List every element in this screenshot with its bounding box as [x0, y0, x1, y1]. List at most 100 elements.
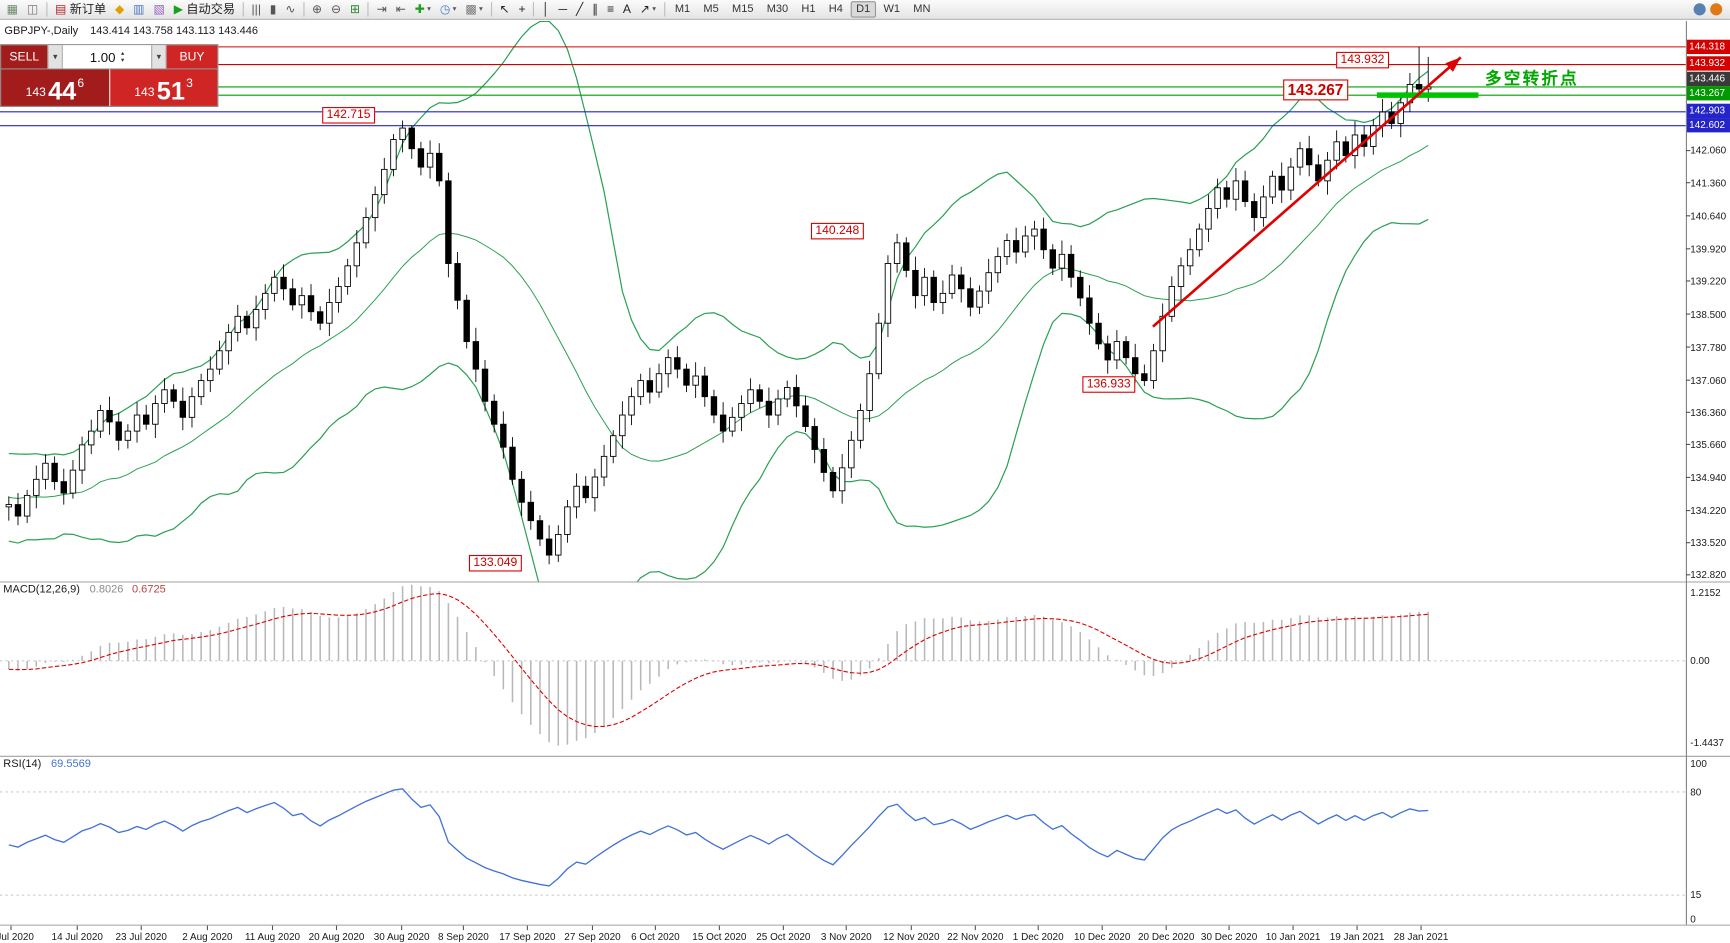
buy-button[interactable]: BUY — [166, 45, 218, 69]
text-tool-icon-glyph: A — [622, 2, 632, 16]
auto-scroll-icon-glyph: ⇥ — [376, 2, 387, 16]
navigator-icon[interactable]: ▧ — [150, 1, 168, 19]
price-annotation-label[interactable]: 133.049 — [468, 554, 522, 572]
toolbar-right-icons — [1693, 3, 1728, 16]
zoom-in-icon[interactable]: ⊕ — [309, 1, 326, 19]
price-annotation-label[interactable]: 143.267 — [1283, 79, 1348, 101]
cursor-icon[interactable]: ↖ — [496, 1, 513, 19]
rsi-layer — [0, 788, 1686, 896]
vertical-line-icon[interactable]: │ — [539, 1, 553, 19]
buy-price-point: 3 — [186, 77, 193, 91]
timeframe-button-m1[interactable]: M1 — [674, 3, 691, 16]
new-chart-icon[interactable]: ▦ — [3, 1, 21, 19]
macd-main-value: 0.8026 — [89, 583, 124, 596]
rsi-scale-label: 15 — [1690, 889, 1702, 901]
arrows-tool-icon[interactable]: ↗ ▾ — [637, 1, 660, 19]
timeframe-button-m15[interactable]: M15 — [732, 3, 754, 16]
price-annotation-label[interactable]: 140.248 — [810, 222, 864, 240]
price-axis-label: 134.940 — [1690, 471, 1727, 483]
community-icon[interactable] — [1693, 3, 1706, 16]
price-axis-label: 136.360 — [1690, 406, 1727, 418]
horizontal-line-icon[interactable]: ─ — [555, 1, 570, 19]
timeframe-button-m5[interactable]: M5 — [703, 3, 719, 16]
zoom-in-icon-glyph: ⊕ — [312, 2, 323, 16]
sell-price-pips: 44 — [48, 76, 77, 105]
periods-glyph: ◷ — [439, 2, 451, 16]
timeframe-button-mn[interactable]: MN — [913, 3, 931, 16]
alert-icon[interactable] — [1710, 3, 1723, 16]
date-axis-label: 1 Jul 2020 — [0, 931, 34, 943]
date-axis-label: 19 Jan 2021 — [1329, 931, 1385, 943]
timeframe-button-w1[interactable]: W1 — [883, 3, 901, 16]
periods-button[interactable]: ◷ ▾ — [437, 1, 460, 19]
crosshair-icon[interactable]: + — [515, 1, 529, 19]
volume-down-button[interactable]: ▾ — [121, 56, 125, 64]
volume-up-button[interactable]: ▴ — [121, 50, 125, 57]
macd-scale-label: 1.2152 — [1690, 586, 1721, 598]
sell-price-button[interactable]: 143 44 6 — [1, 69, 110, 106]
buy-options-dropdown[interactable]: ▾ — [151, 45, 167, 69]
market-watch-icon[interactable]: ▥ — [130, 1, 148, 19]
rsi-scale-label: 80 — [1690, 786, 1702, 798]
text-tool-icon[interactable]: A — [620, 1, 635, 19]
new-order-button[interactable]: ▤ 新订单 — [52, 1, 110, 19]
line-chart-icon[interactable]: ∿ — [282, 1, 299, 19]
price-annotation-label[interactable]: 136.933 — [1082, 376, 1136, 393]
zoom-out-icon[interactable]: ⊖ — [328, 1, 345, 19]
autotrading-button[interactable]: ▶ 自动交易 — [170, 1, 238, 19]
macd-layer — [0, 584, 1686, 746]
indicators-button[interactable]: ✚ ▾ — [411, 1, 434, 19]
arrows-tool-icon-glyph: ↗ — [639, 2, 651, 16]
one-click-trading-panel: SELL ▾ 1.00 ▴ ▾ ▾ BUY 143 44 6 143 51 3 — [0, 44, 219, 108]
metaeditor-icon[interactable]: ◆ — [112, 1, 128, 19]
date-axis-label: 30 Aug 2020 — [373, 931, 430, 943]
volume-input[interactable]: 1.00 ▴ ▾ — [62, 45, 152, 69]
bollinger-bands — [8, 20, 1429, 582]
price-axis-label: 134.220 — [1690, 505, 1727, 517]
price-axis-label: 138.500 — [1690, 308, 1727, 320]
tile-windows-icon[interactable]: ⊞ — [347, 1, 364, 19]
sell-options-dropdown[interactable]: ▾ — [47, 45, 63, 69]
buy-price-button[interactable]: 143 51 3 — [109, 69, 218, 106]
main-toolbar: ▦ ◫ ▤ 新订单 ◆ ▥ ▧ ▶ 自动交易 ||| ▮ ∿ ⊕ ⊖ ⊞ ⇥ ⇤ ✚ ▾ ◷ ▾ ▩ ▾ ↖ + │ ─ ╱ ∥ ≡ A ↗ ▾… — [0, 0, 1730, 20]
toolbar-separator — [663, 2, 665, 17]
auto-scroll-icon[interactable]: ⇥ — [373, 1, 390, 19]
templates-button[interactable]: ▩ ▾ — [462, 1, 486, 19]
price-axis-label: 135.660 — [1690, 438, 1727, 450]
date-axis-label: 14 Jul 2020 — [51, 931, 103, 943]
new-order-glyph: ▤ — [54, 2, 67, 16]
timeframe-button-h4[interactable]: H4 — [828, 3, 843, 16]
price-level-badge: 144.318 — [1686, 39, 1730, 55]
cursor-icon-glyph: ↖ — [499, 2, 510, 16]
price-axis-label: 139.220 — [1690, 275, 1727, 287]
channel-icon[interactable]: ∥ — [589, 1, 602, 19]
vertical-line-icon-glyph: │ — [542, 2, 550, 16]
trendline-icon[interactable]: ╱ — [573, 1, 587, 19]
trend-annotation-text[interactable]: 多空转折点 — [1485, 69, 1579, 89]
fibonacci-icon[interactable]: ≡ — [604, 1, 618, 19]
price-axis-label: 141.360 — [1690, 177, 1727, 189]
price-annotation-label[interactable]: 142.715 — [322, 107, 375, 124]
macd-indicator-title: MACD(12,26,9) 0.8026 0.6725 — [3, 584, 165, 596]
chart-shift-icon[interactable]: ⇤ — [392, 1, 409, 19]
date-axis-label: 20 Aug 2020 — [308, 931, 365, 943]
sell-button[interactable]: SELL — [1, 45, 48, 69]
timeframe-button-h1[interactable]: H1 — [801, 3, 816, 16]
chevron-down-icon: ▾ — [652, 4, 657, 13]
date-axis-label: 25 Oct 2020 — [756, 931, 811, 943]
toolbar-separator — [46, 2, 48, 17]
price-annotation-label[interactable]: 143.932 — [1336, 51, 1389, 69]
timeframe-button-d1[interactable]: D1 — [850, 1, 876, 18]
new-order-button-label: 新订单 — [69, 2, 107, 16]
candlestick-chart-icon[interactable]: ▮ — [267, 1, 280, 19]
bar-chart-icon[interactable]: ||| — [248, 1, 264, 19]
sell-price-point: 6 — [77, 77, 85, 91]
horizontal-lines — [0, 46, 1686, 127]
trend-arrow-line[interactable] — [1152, 56, 1462, 328]
chart-profiles-icon[interactable]: ◫ — [24, 1, 42, 19]
price-axis-label: 142.060 — [1690, 145, 1727, 157]
timeframe-button-m30[interactable]: M30 — [766, 3, 789, 16]
date-axis-label: 27 Sep 2020 — [564, 931, 621, 943]
